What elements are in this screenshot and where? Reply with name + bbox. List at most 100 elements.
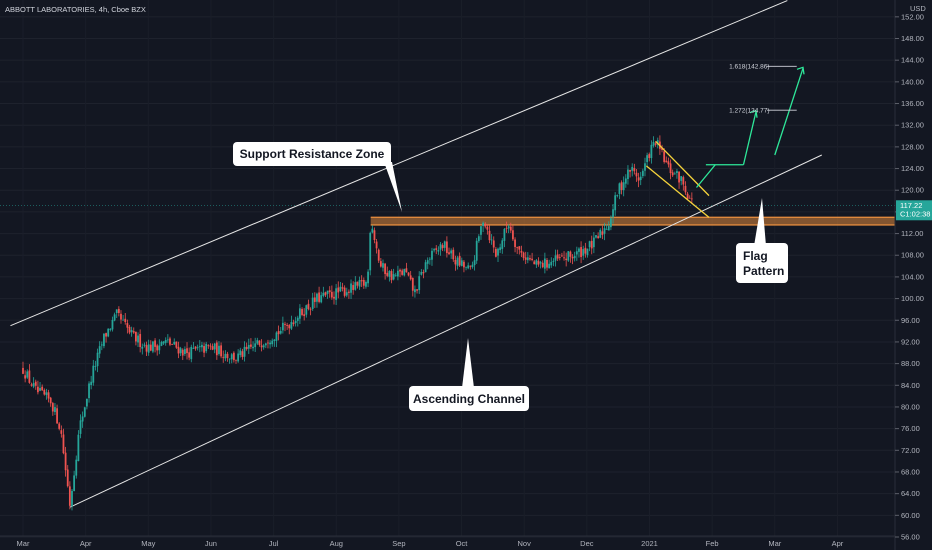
y-tick-label: 140.00 (901, 77, 924, 86)
fib-label-1: 1.272(134.77) (729, 107, 769, 114)
candle-body (552, 260, 555, 262)
candle-body (156, 345, 159, 351)
candle-body (237, 353, 240, 362)
candle-body (575, 251, 578, 255)
candle-body (627, 169, 629, 180)
candle-body (522, 252, 525, 258)
candle-body (318, 292, 320, 302)
candle-body (83, 407, 86, 417)
candle-body (111, 319, 114, 330)
candle-body (443, 241, 446, 248)
candle-body (54, 407, 56, 413)
candle-body (92, 365, 95, 383)
candle-body (205, 343, 208, 352)
y-tick-label: 68.00 (901, 467, 920, 476)
channel-upper-line (10, 0, 788, 327)
candle-body (126, 323, 129, 328)
candle-body (90, 381, 93, 386)
candle-body (47, 392, 50, 399)
candle-body (514, 239, 516, 248)
candle-body (448, 252, 450, 255)
candle-body (128, 326, 131, 333)
candle-body (267, 342, 269, 344)
candle-body (260, 345, 263, 348)
candle-body (316, 293, 318, 302)
candle-body (401, 270, 404, 275)
candle-body (469, 265, 472, 267)
x-tick-label: Aug (330, 539, 343, 548)
candle-body (117, 308, 120, 313)
candle-body (171, 344, 174, 345)
candle-body (320, 295, 323, 303)
candle-body (313, 297, 316, 302)
candle-body (654, 143, 657, 145)
candle-body (416, 289, 418, 291)
candle-body (134, 331, 137, 342)
candle-body (648, 154, 651, 159)
candle-body (431, 250, 433, 260)
candle-body (529, 258, 531, 260)
flag-pattern-callout[interactable]: Flag Pattern (736, 198, 788, 283)
candle-body (41, 386, 44, 391)
x-ticks: Mar Apr May Jun Jul Aug Sep Oct Nov Dec 2021 Feb Mar… (17, 539, 844, 548)
candle-body (690, 198, 693, 200)
candle-body (141, 346, 144, 349)
candle-body (539, 262, 542, 264)
y-tick-label: 64.00 (901, 489, 920, 498)
candle-body (403, 268, 406, 276)
candle-body (494, 248, 497, 257)
candle-body (162, 341, 165, 344)
y-tick-label: 92.00 (901, 337, 920, 346)
candle-body (175, 341, 178, 348)
candle-body (198, 346, 201, 348)
candle-body (631, 166, 634, 171)
candle-body (45, 392, 48, 396)
candle-body (676, 171, 678, 173)
x-tick-label: Feb (706, 539, 719, 548)
candle-body (62, 434, 65, 454)
candle-body (629, 169, 631, 172)
candle-body (88, 383, 90, 399)
channel-layer (10, 0, 822, 508)
candle-body (563, 257, 565, 259)
candle-body (288, 325, 291, 329)
y-tick-label: 72.00 (901, 446, 920, 455)
candle-body (292, 322, 295, 325)
candle-body (243, 346, 246, 357)
candle-body (558, 257, 561, 258)
candle-body (164, 340, 167, 343)
y-tick-label: 96.00 (901, 316, 920, 325)
candle-body (633, 168, 636, 172)
candle-body (452, 249, 455, 260)
candle-body (186, 348, 188, 354)
projection-line-up2 (774, 68, 804, 156)
candle-body (663, 151, 666, 162)
candle-body (348, 291, 350, 293)
y-tick-label: 100.00 (901, 294, 924, 303)
candle-body (490, 239, 493, 241)
candle-body (684, 185, 687, 193)
candle-body (516, 247, 519, 249)
candle-body (554, 255, 557, 261)
candle-body (475, 240, 478, 261)
candle-body (371, 228, 374, 233)
candle-body (537, 260, 540, 265)
candle-body (75, 459, 78, 476)
x-tick-label: Nov (518, 539, 532, 548)
ascending-channel-callout[interactable]: Ascending Channel (409, 338, 529, 411)
candle-body (399, 269, 401, 272)
x-tick-label: Jun (205, 539, 217, 548)
candle-body (279, 330, 282, 334)
candle-body (418, 276, 421, 291)
candle-body (271, 340, 274, 345)
candle-body (256, 340, 259, 344)
candle-body (326, 290, 329, 294)
candle-body (463, 261, 465, 268)
candle-body (51, 403, 54, 412)
support-resistance-callout[interactable]: Support Resistance Zone (233, 142, 402, 212)
candle-body (28, 370, 31, 383)
candle-body (284, 323, 286, 325)
candle-body (512, 230, 514, 240)
candle-body (196, 347, 199, 349)
